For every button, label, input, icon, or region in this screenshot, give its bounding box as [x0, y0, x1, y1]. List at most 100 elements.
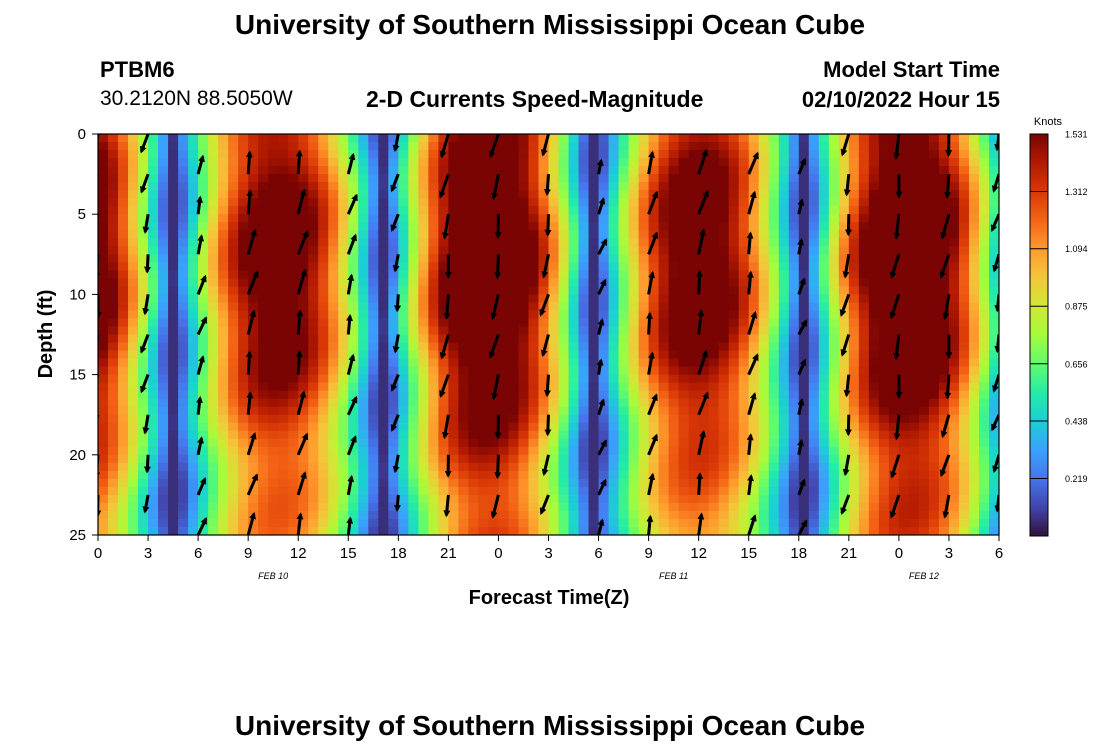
heatmap-cell	[458, 414, 470, 424]
heatmap-cell	[788, 246, 800, 255]
heatmap-cell	[968, 262, 980, 271]
heatmap-cell	[518, 206, 530, 215]
heatmap-cell	[118, 478, 129, 488]
heatmap-cell	[198, 382, 209, 392]
heatmap-cell	[678, 262, 690, 271]
heatmap-cell	[588, 206, 600, 215]
heatmap-cell	[888, 174, 900, 183]
heatmap-cell	[478, 302, 490, 312]
heatmap-cell	[298, 518, 309, 528]
heatmap-cell	[178, 398, 189, 408]
heatmap-cell	[228, 278, 239, 287]
heatmap-cell	[508, 510, 520, 520]
heatmap-cell	[678, 270, 690, 279]
heatmap-cell	[508, 286, 520, 295]
chart-title: University of Southern Mississippi Ocean…	[234, 9, 866, 40]
heatmap-cell	[498, 526, 510, 535]
heatmap-cell	[358, 158, 369, 167]
heatmap-cell	[828, 518, 840, 528]
heatmap-cell	[538, 510, 550, 520]
heatmap-cell	[888, 334, 900, 344]
heatmap-cell	[138, 230, 149, 239]
heatmap-cell	[438, 478, 449, 488]
vector-arrow	[893, 414, 901, 441]
heatmap-cell	[408, 422, 419, 432]
heatmap-cell	[868, 158, 880, 167]
heatmap-cell	[728, 302, 740, 312]
heatmap-cell	[878, 294, 890, 304]
heatmap-cell	[198, 510, 209, 520]
heatmap-cell	[428, 254, 439, 263]
heatmap-cell	[548, 326, 560, 336]
heatmap-cell	[198, 310, 209, 320]
vector-arrow	[296, 229, 309, 255]
heatmap-cell	[158, 334, 169, 344]
heatmap-cell	[508, 414, 520, 424]
x-tick-label: 21	[840, 545, 857, 562]
heatmap-cell	[98, 198, 109, 207]
heatmap-cell	[858, 190, 870, 199]
heatmap-cell	[398, 302, 409, 312]
heatmap-cell	[438, 214, 449, 223]
heatmap-cell	[718, 246, 730, 255]
heatmap-cell	[368, 174, 379, 183]
heatmap-cell	[388, 310, 399, 320]
heatmap-cell	[628, 150, 640, 159]
heatmap-cell	[368, 366, 379, 376]
heatmap-cell	[848, 182, 860, 191]
heatmap-cell	[228, 166, 239, 175]
heatmap-cell	[778, 206, 790, 215]
heatmap-cell	[788, 198, 800, 207]
heatmap-cell	[168, 182, 179, 191]
heatmap-cell	[888, 454, 900, 464]
heatmap-cell	[948, 526, 960, 535]
heatmap-cell	[588, 358, 600, 368]
heatmap-cell	[348, 182, 359, 191]
heatmap-cell	[308, 478, 319, 488]
heatmap-cell	[248, 134, 259, 143]
heatmap-cell	[988, 470, 999, 480]
heatmap-cell	[568, 334, 580, 344]
heatmap-cell	[748, 462, 760, 472]
heatmap-cell	[498, 494, 510, 504]
heatmap-cell	[948, 278, 960, 287]
heatmap-cell	[688, 326, 700, 336]
vector-arrow	[647, 231, 659, 255]
heatmap-cell	[248, 182, 259, 191]
heatmap-cell	[668, 150, 680, 159]
vector-arrow	[647, 433, 658, 456]
heatmap-cell	[888, 286, 900, 295]
heatmap-cell	[828, 430, 840, 440]
heatmap-cell	[268, 478, 279, 488]
heatmap-cell	[728, 470, 740, 480]
heatmap-cell	[568, 358, 580, 368]
heatmap-cell	[628, 350, 640, 360]
heatmap-cell	[188, 502, 199, 512]
heatmap-cell	[368, 198, 379, 207]
heatmap-cell	[948, 230, 960, 239]
heatmap-cell	[938, 382, 950, 392]
heatmap-cell	[978, 246, 990, 255]
heatmap-cell	[778, 494, 790, 504]
vector-arrow	[893, 214, 901, 240]
heatmap-cell	[798, 230, 810, 239]
heatmap-cell	[578, 294, 590, 304]
heatmap-cell	[588, 382, 600, 392]
heatmap-cell	[178, 246, 189, 255]
heatmap-cell	[428, 142, 439, 151]
heatmap-cell	[418, 414, 429, 424]
vector-arrow	[346, 273, 355, 295]
heatmap-cell	[898, 398, 910, 408]
heatmap-cell	[258, 358, 269, 368]
heatmap-cell	[428, 198, 439, 207]
heatmap-cell	[408, 206, 419, 215]
heatmap-cell	[428, 286, 439, 295]
heatmap-cell	[858, 494, 870, 504]
heatmap-cell	[448, 486, 459, 496]
heatmap-cell	[878, 150, 890, 159]
heatmap-cell	[598, 174, 610, 183]
heatmap-cell	[498, 294, 510, 304]
heatmap-cell	[918, 310, 930, 320]
heatmap-cell	[518, 454, 530, 464]
heatmap-cell	[358, 502, 369, 512]
